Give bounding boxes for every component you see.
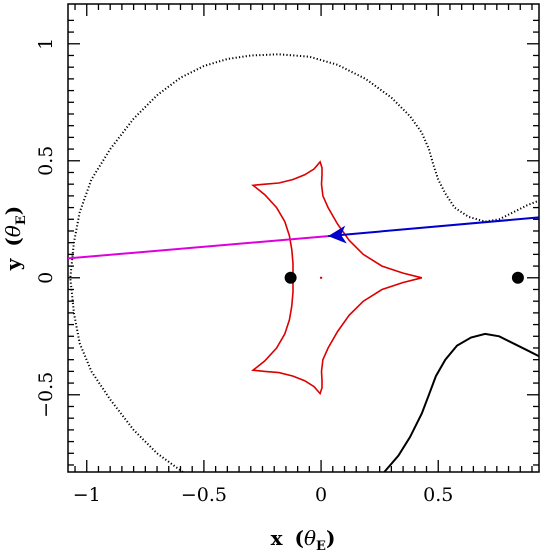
critical-curve-outer [69, 53, 539, 472]
x-tick-label: 0 [315, 484, 327, 506]
y-tick-label: 0.5 [35, 146, 57, 176]
x-axis-unit-sub: E [316, 539, 326, 554]
tick-labels: −1 −0.5 0 0.5 −0.5 0 0.5 1 [35, 38, 453, 506]
x-axis-title: x (θE) [271, 526, 336, 554]
trajectory-arrow-head [328, 225, 347, 244]
y-axis-unit-sub: E [14, 215, 29, 225]
lens-mass-2 [511, 271, 524, 284]
y-axis-label: y [1, 257, 25, 271]
caustic-curve [251, 160, 422, 396]
source-trajectory-future [68, 235, 329, 260]
source-point-marker [319, 276, 323, 279]
x-tick-label: 0.5 [423, 484, 453, 506]
critical-curve-lower [383, 332, 539, 472]
y-tick-label: −0.5 [35, 372, 57, 418]
x-axis-unit: θ [304, 526, 316, 550]
x-tick-label: −1 [73, 484, 101, 506]
y-tick-label: 1 [35, 38, 57, 50]
y-tick-label: 0 [35, 272, 57, 284]
lens-mass-1 [284, 271, 297, 284]
y-axis-unit: θ [1, 225, 25, 237]
x-axis-label: x [271, 526, 284, 550]
y-axis-title: y (θE) [1, 206, 29, 272]
source-trajectory-past [328, 216, 539, 238]
x-tick-label: −0.5 [181, 484, 227, 506]
axis-ticks [68, 4, 539, 472]
plot-frame [67, 3, 540, 473]
